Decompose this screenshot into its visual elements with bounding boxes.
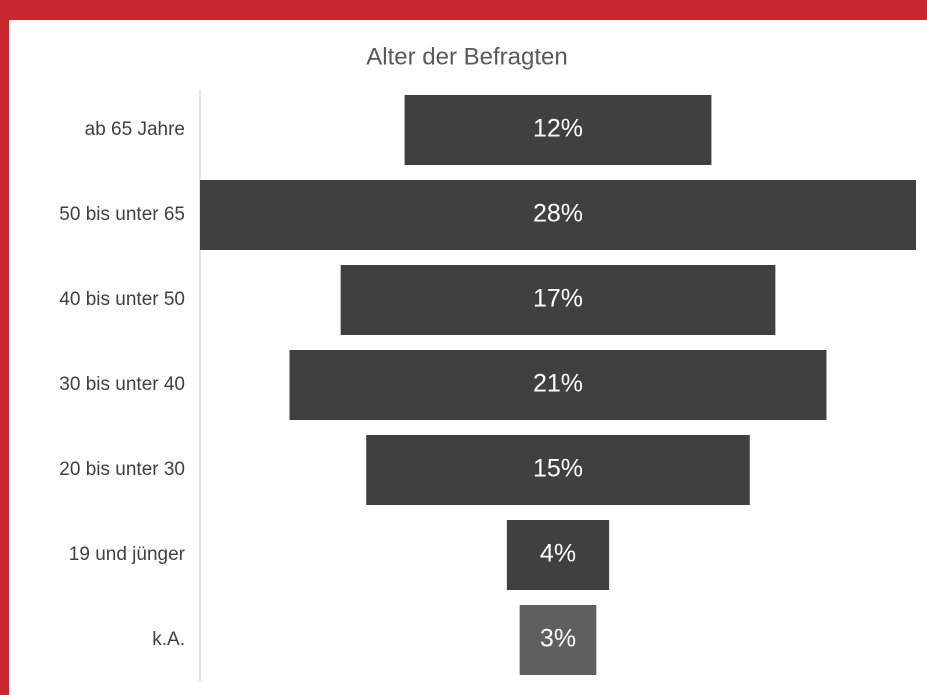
value-label: 12% [533, 115, 583, 143]
bar [506, 520, 610, 590]
category-label: ab 65 Jahre [85, 119, 185, 140]
value-label: 17% [533, 285, 583, 313]
value-label: 3% [540, 625, 576, 653]
bar [366, 435, 750, 505]
chart-title: Alter der Befragten [366, 43, 567, 70]
category-label: 30 bis unter 40 [59, 374, 185, 395]
value-label: 28% [533, 200, 583, 228]
category-label: 40 bis unter 50 [59, 289, 185, 310]
bar [289, 350, 827, 420]
category-label: 20 bis unter 30 [59, 459, 185, 480]
bar [200, 180, 916, 250]
category-label: 50 bis unter 65 [59, 204, 185, 225]
value-label: 4% [540, 540, 576, 568]
bar [404, 95, 712, 165]
category-label: k.A. [152, 629, 185, 650]
category-label: 19 und jünger [69, 544, 186, 565]
value-label: 15% [533, 455, 583, 483]
bar [340, 265, 776, 335]
bar [519, 605, 597, 675]
value-label: 21% [533, 370, 583, 398]
